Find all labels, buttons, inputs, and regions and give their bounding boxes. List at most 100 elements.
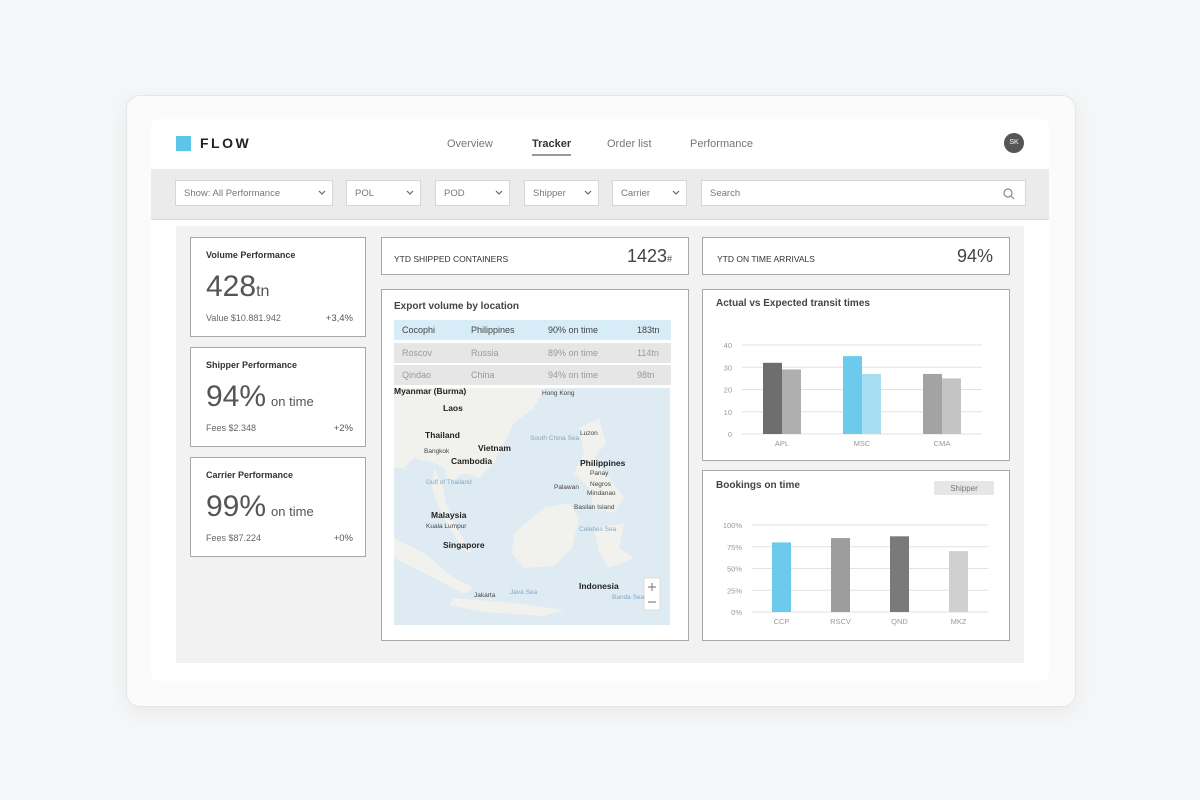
bar — [923, 373, 942, 434]
x-tick-label: MSC — [854, 439, 871, 448]
bar — [782, 369, 801, 434]
ytd-unit: # — [666, 254, 672, 264]
nav-item[interactable]: Order list — [607, 138, 652, 150]
land — [432, 468, 472, 553]
ytd-number: 1423 — [626, 246, 667, 266]
map-label: Gulf of Thailand — [426, 479, 472, 486]
table-cell: Roscov — [402, 347, 433, 358]
kpi-title: Shipper Performance — [206, 360, 298, 370]
chart-title: Bookings on time — [716, 480, 800, 491]
ytd-on-time-card: YTD ON TIME ARRIVALS 94% — [702, 237, 1010, 275]
kpi-card: Volume Performance 428tn Value $10.881.942… — [190, 237, 366, 337]
map-label: Mindanao — [587, 490, 616, 497]
bar — [942, 378, 961, 434]
map-label: South China Sea — [530, 435, 580, 442]
dropdown-label: Show: All Performance — [184, 188, 281, 199]
map-label: Luzon — [580, 430, 598, 437]
map-label: Java Sea — [510, 589, 537, 596]
table-cell: Qindao — [402, 370, 432, 380]
kpi-number: 94% — [206, 380, 267, 413]
land — [574, 418, 624, 513]
nav-item[interactable]: Tracker — [532, 138, 572, 156]
bar — [843, 356, 862, 434]
map-label: Thailand — [425, 430, 460, 440]
map-label: Myanmar (Burma) — [394, 388, 466, 396]
map-label: Vietnam — [478, 443, 511, 453]
nav-item[interactable]: Overview — [447, 138, 493, 150]
map-label: Negros — [590, 481, 612, 488]
table-row[interactable]: Qindao China 94% on time 98tn — [394, 365, 671, 385]
kpi-card: Carrier Performance 99% on time Fees $87.22… — [190, 457, 366, 557]
table-cell: Russia — [471, 347, 499, 358]
y-tick-label: 0 — [728, 430, 732, 439]
kpi-value: 428tn — [206, 270, 269, 304]
map-label: Bangkok — [424, 448, 450, 455]
y-tick-label: 0% — [731, 608, 742, 617]
search-icon — [1003, 188, 1015, 200]
y-tick-label: 50% — [727, 565, 742, 574]
map-label: Laos — [443, 403, 463, 413]
ytd-shipped-card: YTD SHIPPED CONTAINERS 1423# — [381, 237, 689, 275]
kpi-detail: Value $10.881.942 — [206, 313, 281, 323]
map-label: Singapore — [443, 540, 485, 550]
avatar[interactable]: SK — [1004, 133, 1024, 153]
bar — [862, 373, 881, 434]
kpi-card: Shipper Performance 94% on time Fees $2.348… — [190, 347, 366, 447]
dropdown[interactable]: POL — [346, 180, 421, 206]
map-label: Hong Kong — [542, 390, 575, 397]
x-tick-label: APL — [775, 439, 789, 448]
map-label: Palawan — [554, 484, 579, 491]
y-tick-label: 100% — [723, 521, 743, 530]
bookings-chart: Bookings on time Shipper 0% 25% 50% 75% 100%… — [716, 480, 994, 626]
card-title: Export volume by location — [394, 301, 520, 312]
bar — [831, 538, 850, 612]
x-tick-label: RSCV — [830, 617, 851, 626]
y-tick-label: 20 — [724, 386, 732, 395]
dropdown[interactable]: Shipper — [524, 180, 599, 206]
dropdown[interactable]: POD — [435, 180, 510, 206]
x-tick-label: CMA — [934, 439, 951, 448]
zoom-icons — [648, 583, 656, 603]
table-cell: 183tn — [637, 325, 660, 335]
dropdown-label: POL — [355, 188, 375, 199]
map[interactable]: Myanmar (Burma) Laos Thailand Bangkok Vietna… — [394, 388, 670, 625]
chevron — [672, 190, 680, 195]
kpi-unit: on time — [271, 504, 314, 519]
table-cell: China — [471, 370, 495, 380]
kpi-detail: Fees $2.348 — [206, 423, 257, 433]
land — [512, 503, 579, 568]
filter-label: Shipper — [950, 484, 978, 493]
y-tick-label: 10 — [724, 408, 732, 417]
y-tick-label: 30 — [724, 363, 732, 372]
map-label: Panay — [590, 470, 609, 477]
dropdown[interactable]: Show: All Performance — [175, 180, 333, 206]
dropdown[interactable]: Carrier — [612, 180, 687, 206]
ytd-label: YTD SHIPPED CONTAINERS — [394, 254, 509, 264]
kpi-value: 99% on time — [206, 490, 314, 524]
ytd-value: 1423# — [627, 246, 672, 267]
search-box[interactable]: Search — [701, 180, 1026, 206]
chevron — [318, 190, 326, 195]
kpi-title: Volume Performance — [206, 250, 296, 260]
nav-item[interactable]: Performance — [690, 138, 753, 150]
table-row[interactable]: Roscov Russia 89% on time 114tn — [394, 342, 671, 363]
y-tick-label: 25% — [727, 586, 742, 595]
bar — [763, 362, 782, 434]
kpi-number: 428 — [206, 270, 257, 303]
transit-chart: Actual vs Expected transit times 0 10 20 30… — [716, 298, 982, 448]
map-label: Banda Sea — [612, 594, 645, 601]
kpi-change: +3,4% — [325, 313, 353, 324]
chevron — [495, 190, 503, 195]
zoom-control[interactable] — [643, 577, 661, 611]
filter-button[interactable] — [934, 481, 994, 495]
chevron — [584, 190, 592, 195]
y-tick-label: 75% — [727, 543, 742, 552]
table-row[interactable]: Cocophi Philippines 90% on time 183tn — [394, 320, 671, 340]
kpi-unit: tn — [256, 283, 270, 300]
table-cell: 90% on time — [548, 325, 599, 335]
kpi-change: +2% — [333, 423, 353, 434]
map-label: Philippines — [580, 458, 626, 468]
land — [394, 388, 544, 483]
kpi-detail: Fees $87.224 — [206, 533, 262, 543]
